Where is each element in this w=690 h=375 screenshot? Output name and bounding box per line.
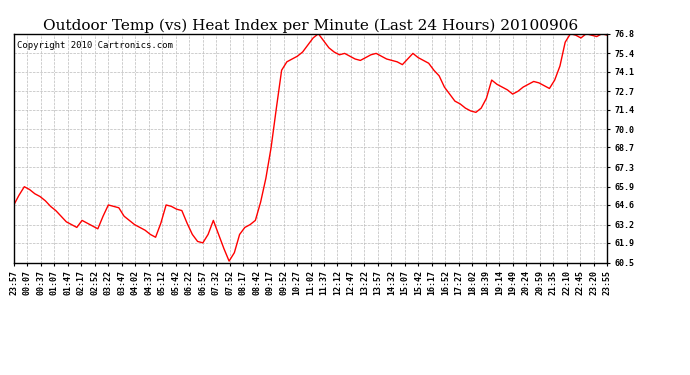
Title: Outdoor Temp (vs) Heat Index per Minute (Last 24 Hours) 20100906: Outdoor Temp (vs) Heat Index per Minute … bbox=[43, 18, 578, 33]
Text: Copyright 2010 Cartronics.com: Copyright 2010 Cartronics.com bbox=[17, 40, 172, 50]
